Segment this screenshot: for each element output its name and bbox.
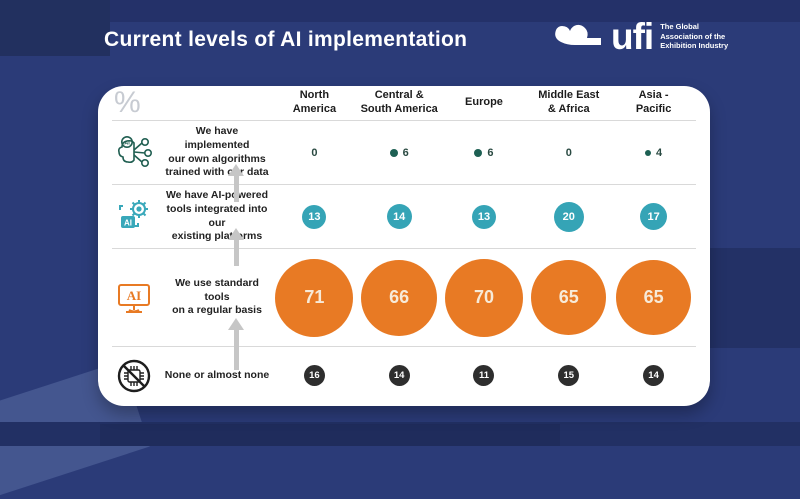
value-label: 14 — [393, 370, 405, 381]
ai-monitor-icon: AI — [112, 276, 156, 320]
value-cell: 71 — [272, 258, 357, 337]
value-cell: 15 — [526, 365, 611, 386]
value-cell: 6 — [442, 147, 527, 159]
value-bubble: 16 — [303, 365, 325, 386]
value-label: 0 — [311, 146, 318, 159]
no-ai-icon — [112, 354, 156, 398]
value-cell: 65 — [526, 259, 611, 337]
value-bubble: 14 — [386, 204, 412, 229]
column-header-asia-pacific: Asia - Pacific — [635, 89, 672, 115]
value-bubble: 17 — [640, 203, 668, 230]
value-cell: 16 — [272, 365, 357, 386]
table-row-none: None or almost none 16 14 11 15 14 — [112, 347, 696, 404]
column-header-central-south-america: Central & South America — [360, 89, 438, 115]
teal-dot — [389, 148, 398, 157]
table-row-standard-tools: AI We use standard tools on a regular ba… — [112, 249, 696, 347]
value-bubble: 15 — [558, 365, 580, 386]
background-decor-top-band — [0, 0, 800, 22]
value-cell: 65 — [611, 259, 696, 337]
value-label: 14 — [648, 370, 659, 381]
table-row-ai-powered-tools: AI We have AI-powered tools integrated i… — [112, 185, 696, 249]
value-label: 16 — [309, 370, 320, 381]
value-label: 17 — [647, 210, 660, 223]
value-bubble: 20 — [553, 201, 584, 232]
background-decor-bottom-mid — [100, 424, 560, 446]
value-label: 4 — [656, 146, 663, 159]
value-cell: 70 — [442, 258, 527, 337]
row-label-standard-tools: We use standard tools on a regular basis — [172, 277, 262, 317]
up-arrow-icon — [228, 228, 244, 266]
value-bubble: 14 — [388, 365, 410, 386]
value-label: 13 — [308, 210, 321, 223]
value-cell: 20 — [526, 201, 611, 232]
value-bubble: 65 — [616, 260, 692, 335]
row-label-own-algorithms: We have implemented our own algorithms t… — [165, 125, 269, 179]
value-cell: 0 — [526, 147, 611, 159]
column-header-north-america: North America — [292, 89, 337, 115]
ufi-tagline: The Global Association of the Exhibition… — [660, 21, 729, 51]
column-header-europe: Europe — [465, 96, 503, 109]
value-bubble: 14 — [643, 365, 665, 386]
value-label: 11 — [478, 370, 489, 381]
up-arrow-icon — [228, 318, 244, 370]
row-label-ai-powered-tools: We have AI-powered tools integrated into… — [165, 189, 269, 243]
value-bubble: 13 — [302, 204, 327, 229]
ai-gear-icon: AI — [112, 195, 156, 239]
value-label: 20 — [562, 210, 575, 223]
column-header-middle-east-africa: Middle East & Africa — [538, 89, 600, 115]
value-cell: 0 — [272, 147, 357, 159]
column-header-row: % North America Central & South America … — [112, 86, 696, 121]
ufi-wordmark: ufi — [611, 15, 654, 57]
value-bubble: 66 — [361, 259, 438, 336]
value-bubble: 71 — [275, 258, 354, 337]
value-cell: 17 — [611, 202, 696, 232]
value-label: 70 — [473, 287, 494, 307]
svg-text:AI: AI — [124, 140, 130, 146]
ufi-logo: ufi The Global Association of the Exhibi… — [552, 18, 728, 55]
percent-unit-label: % — [114, 86, 141, 119]
value-label: 13 — [477, 210, 491, 223]
page-title: Current levels of AI implementation — [104, 28, 468, 51]
value-cell: 14 — [357, 365, 442, 386]
up-arrow-icon — [228, 164, 244, 202]
value-cell: 66 — [357, 259, 442, 337]
value-label: 65 — [643, 287, 664, 307]
teal-dot — [474, 148, 483, 157]
chart-card: % North America Central & South America … — [98, 86, 710, 406]
value-label: 0 — [565, 146, 572, 159]
value-bubble: 13 — [471, 204, 496, 229]
value-cell: 4 — [611, 147, 696, 159]
svg-text:AI: AI — [124, 218, 132, 227]
teal-dot — [645, 149, 652, 156]
value-label: 6 — [487, 146, 494, 159]
value-cell: 13 — [442, 202, 527, 232]
ai-brain-network-icon: AI — [112, 131, 156, 175]
value-label: 66 — [389, 287, 410, 307]
value-label: 71 — [304, 287, 325, 307]
value-label: 15 — [563, 370, 575, 381]
value-bubble: 70 — [444, 258, 523, 337]
svg-text:AI: AI — [127, 288, 141, 303]
background-decor-top-left — [0, 0, 110, 56]
background-decor-right-block — [700, 248, 800, 348]
value-bubble: 65 — [531, 260, 607, 335]
value-label: 6 — [402, 146, 409, 159]
value-label: 65 — [558, 287, 579, 307]
value-cell: 13 — [272, 202, 357, 232]
value-cell: 14 — [357, 202, 442, 232]
value-label: 14 — [393, 210, 406, 223]
value-cell: 14 — [611, 365, 696, 386]
value-cell: 6 — [357, 147, 442, 159]
value-cell: 11 — [442, 365, 527, 386]
value-bubble: 11 — [473, 365, 495, 386]
table-row-own-algorithms: AI We have implemented our own algorithm… — [112, 121, 696, 185]
row-label-none: None or almost none — [164, 368, 270, 381]
ufi-logo-mark-icon — [552, 18, 604, 55]
